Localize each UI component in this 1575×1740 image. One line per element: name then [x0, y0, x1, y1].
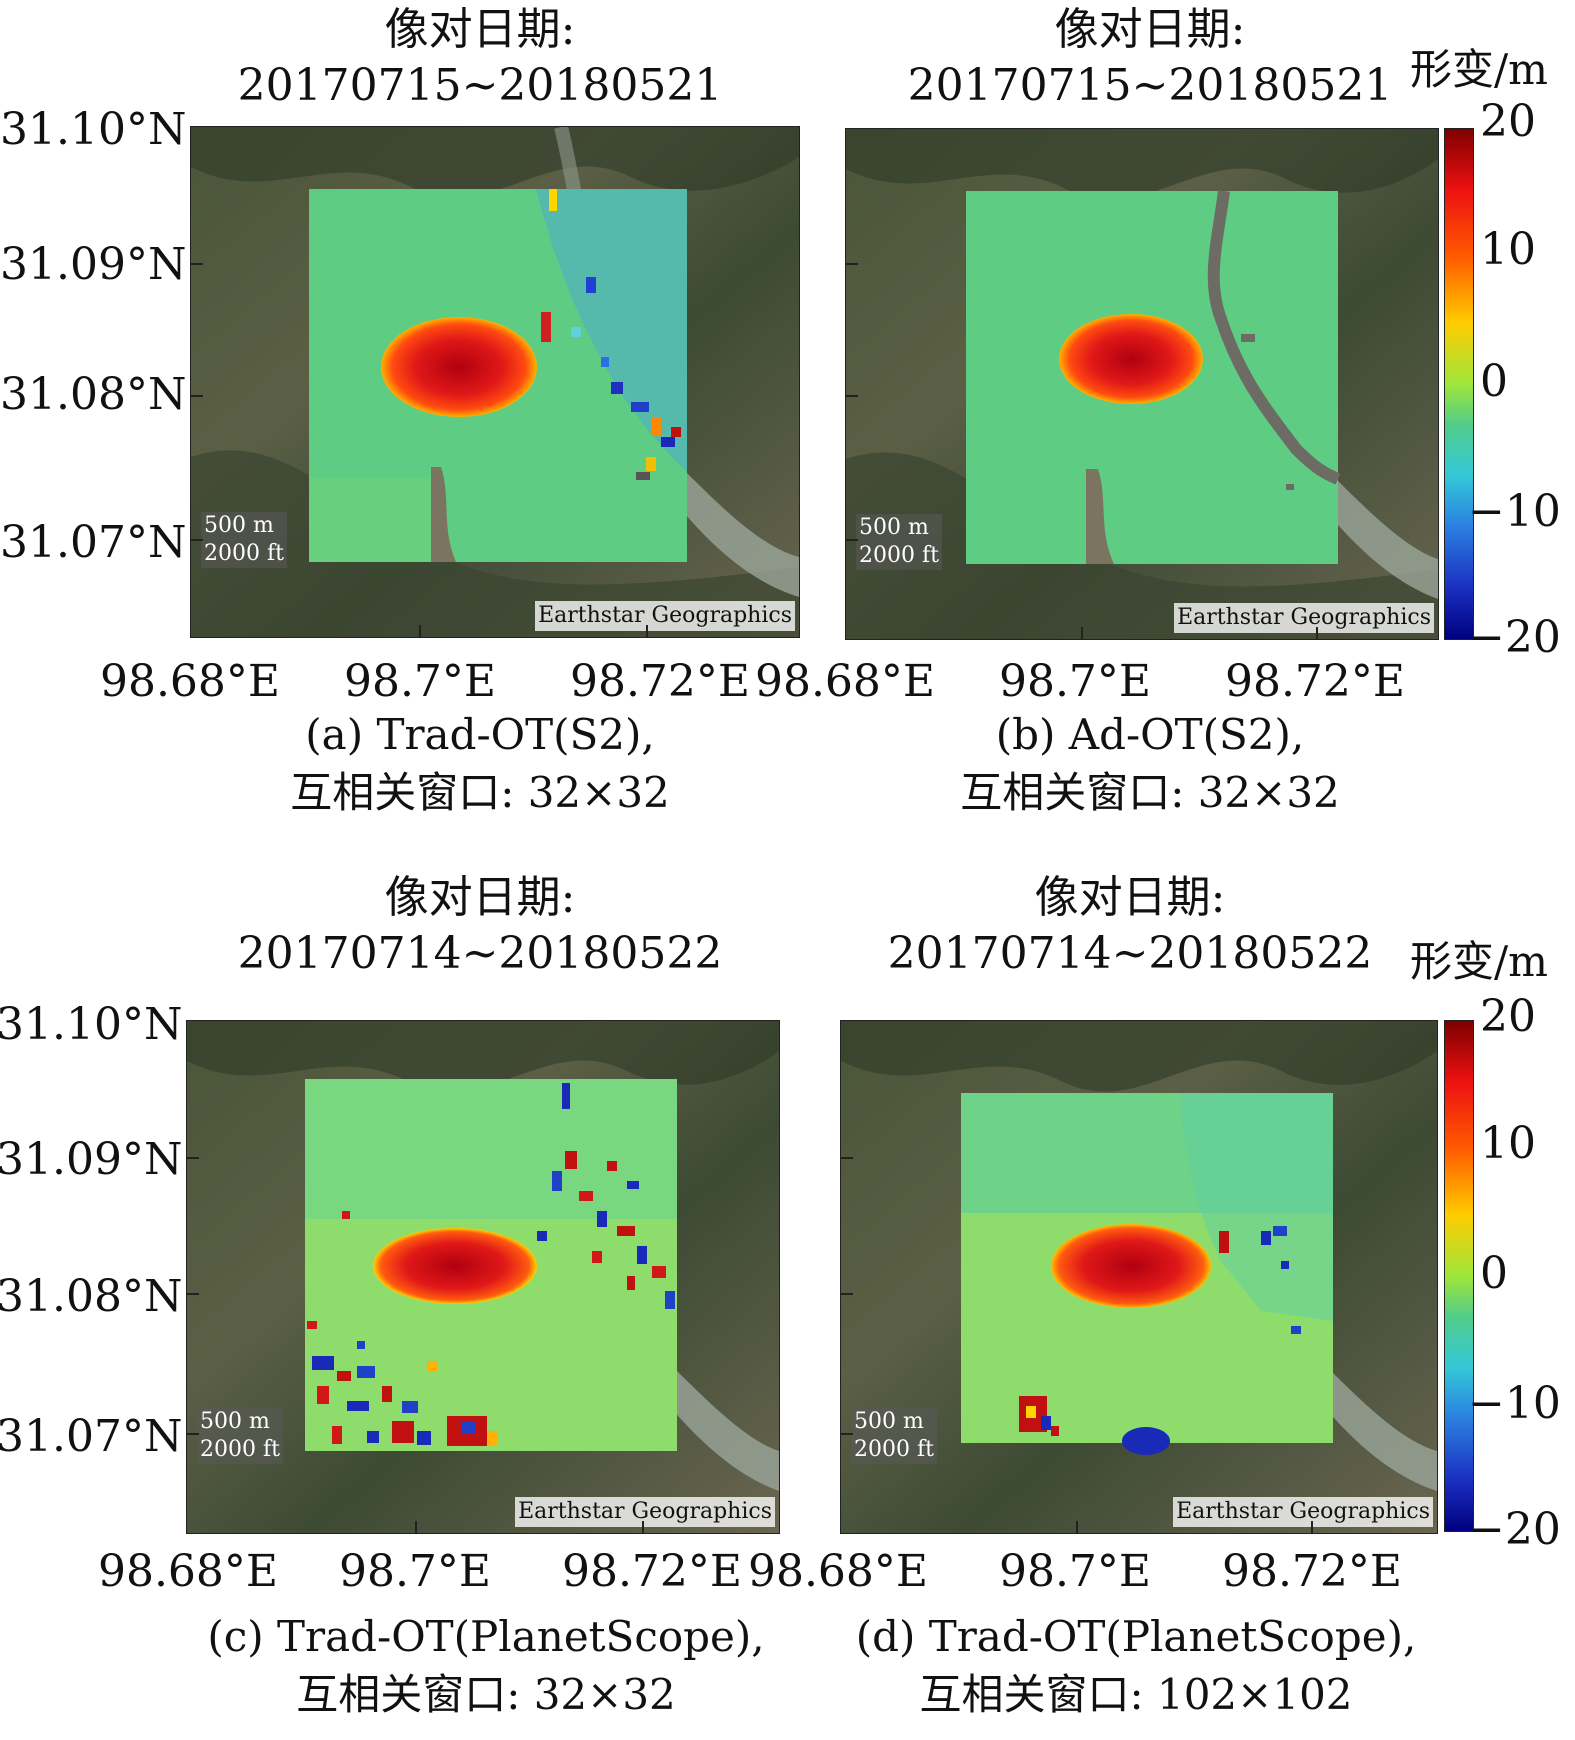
noise-speckles-d [1019, 1226, 1301, 1436]
lon-label-b-2: 98.72°E [1224, 656, 1406, 707]
attribution-d: Earthstar Geographics [1173, 1497, 1433, 1527]
panel-a-title-line1: 像对日期: [384, 4, 576, 55]
scale-m-a: 500 m [204, 513, 274, 538]
lat-label-c-1: 31.09°N [0, 1134, 183, 1185]
scale-m-c: 500 m [200, 1409, 270, 1434]
map-panel-a[interactable]: 500 m 2000 ft Earthstar Geographics [190, 126, 800, 638]
map-panel-d[interactable]: 500 m 2000 ft Earthstar Geographics [840, 1020, 1438, 1534]
cbar-bottom-tick-0: 20 [1480, 991, 1536, 1042]
cbar-bottom-tick-2: 0 [1480, 1248, 1508, 1299]
cbar-top-tick-0: 20 [1480, 96, 1536, 147]
river [671, 467, 799, 597]
lon-label-c-0: 98.68°E [97, 1546, 279, 1597]
cbar-bottom-tick-3: −10 [1468, 1378, 1561, 1429]
map-panel-c[interactable]: 500 m 2000 ft Earthstar Geographics [186, 1020, 780, 1534]
caption-b-line1: (b) Ad-OT(S2), [995, 710, 1305, 759]
negative-blob-d [1122, 1427, 1170, 1455]
panel-a-title-line2: 20170715~20180521 [237, 60, 723, 111]
map-c-svg [187, 1021, 779, 1533]
caption-d-line1: (d) Trad-OT(PlanetScope), [855, 1612, 1417, 1661]
scale-bar-b: 500 m 2000 ft [856, 514, 942, 570]
noise-speckles-c [307, 1083, 675, 1446]
lat-label-c-3: 31.07°N [0, 1411, 183, 1462]
noise-speckles-a [541, 189, 681, 480]
map-b-svg [846, 129, 1438, 639]
map-d-svg [841, 1021, 1437, 1533]
deformation-blob-b [1059, 314, 1203, 404]
cbar-bottom-tick-4: −20 [1468, 1504, 1561, 1555]
noise-band [536, 189, 687, 472]
caption-a: (a) Trad-OT(S2), 互相关窗口: 32×32 [190, 706, 770, 822]
lon-label-b-0: 98.68°E [754, 656, 936, 707]
masked-region [431, 467, 456, 562]
deformation-blob-a [381, 317, 537, 417]
panel-a-title: 像对日期: 20170715~20180521 [190, 2, 770, 114]
caption-d-line2: 互相关窗口: 102×102 [919, 1670, 1353, 1719]
cbar-top-tick-3: −10 [1468, 486, 1561, 537]
caption-a-line2: 互相关窗口: 32×32 [290, 768, 670, 817]
panel-b-title-line2: 20170715~20180521 [907, 60, 1393, 111]
masked-river-path [1207, 190, 1341, 485]
colorbar-bottom [1444, 1020, 1474, 1532]
lat-label-c-2: 31.08°N [0, 1271, 183, 1322]
panel-c-title-line1: 像对日期: [384, 872, 576, 923]
scale-bar-d: 500 m 2000 ft [851, 1408, 937, 1464]
cbar-top-tick-2: 0 [1480, 356, 1508, 407]
caption-b: (b) Ad-OT(S2), 互相关窗口: 32×32 [860, 706, 1440, 822]
deformation-blob-c [373, 1228, 537, 1304]
river [1311, 1361, 1437, 1491]
river [1316, 469, 1438, 599]
panel-b-title-line1: 像对日期: [1054, 4, 1246, 55]
panel-d-title-line2: 20170714~20180522 [887, 928, 1373, 979]
panel-b-title: 像对日期: 20170715~20180521 [860, 2, 1440, 114]
lon-label-a-0: 98.68°E [99, 656, 281, 707]
caption-c: (c) Trad-OT(PlanetScope), 互相关窗口: 32×32 [186, 1608, 786, 1724]
lat-label-a-2: 31.08°N [0, 369, 187, 420]
map-panel-b[interactable]: 500 m 2000 ft Earthstar Geographics [845, 128, 1439, 640]
attribution-a: Earthstar Geographics [535, 601, 795, 631]
panel-d-title-line1: 像对日期: [1034, 872, 1226, 923]
attribution-c: Earthstar Geographics [515, 1497, 775, 1527]
lat-label-a-3: 31.07°N [0, 517, 187, 568]
lon-label-b-1: 98.7°E [998, 656, 1152, 707]
scale-ft-b: 2000 ft [859, 543, 939, 568]
caption-c-line1: (c) Trad-OT(PlanetScope), [207, 1612, 765, 1661]
caption-c-line2: 互相关窗口: 32×32 [296, 1670, 676, 1719]
lat-label-a-1: 31.09°N [0, 239, 187, 290]
cbar-bottom-tick-1: 10 [1480, 1118, 1536, 1169]
attribution-b: Earthstar Geographics [1174, 603, 1434, 633]
lat-label-a-0: 31.10°N [0, 104, 187, 155]
lon-label-d-1: 98.7°E [998, 1546, 1152, 1597]
lon-label-a-1: 98.7°E [343, 656, 497, 707]
caption-b-line2: 互相关窗口: 32×32 [960, 768, 1340, 817]
scale-bar-a: 500 m 2000 ft [201, 512, 287, 568]
panel-d-title: 像对日期: 20170714~20180522 [840, 870, 1420, 982]
caption-a-line1: (a) Trad-OT(S2), [305, 710, 655, 759]
caption-d: (d) Trad-OT(PlanetScope), 互相关窗口: 102×102 [836, 1608, 1436, 1724]
scale-m-b: 500 m [859, 515, 929, 540]
lon-label-d-2: 98.72°E [1221, 1546, 1403, 1597]
lon-label-c-2: 98.72°E [561, 1546, 743, 1597]
panel-c-title: 像对日期: 20170714~20180522 [190, 870, 770, 982]
scale-m-d: 500 m [854, 1409, 924, 1434]
colorbar-top [1444, 128, 1474, 640]
masked-region [1086, 469, 1114, 564]
river [657, 1361, 779, 1491]
scale-ft-d: 2000 ft [854, 1437, 934, 1462]
colorbar-bottom-unit: 形变/m [1410, 937, 1548, 986]
scale-ft-a: 2000 ft [204, 541, 284, 566]
lat-label-c-0: 31.10°N [0, 999, 183, 1050]
scale-ft-c: 2000 ft [200, 1437, 280, 1462]
map-a-svg [191, 127, 799, 637]
colorbar-top-unit: 形变/m [1410, 45, 1548, 94]
lon-label-c-1: 98.7°E [338, 1546, 492, 1597]
lon-label-d-0: 98.68°E [747, 1546, 929, 1597]
cbar-top-tick-1: 10 [1480, 224, 1536, 275]
cbar-top-tick-4: −20 [1468, 612, 1561, 663]
panel-c-title-line2: 20170714~20180522 [237, 928, 723, 979]
scale-bar-c: 500 m 2000 ft [197, 1408, 283, 1464]
deformation-blob-d [1051, 1224, 1211, 1308]
lon-label-a-2: 98.72°E [569, 656, 751, 707]
